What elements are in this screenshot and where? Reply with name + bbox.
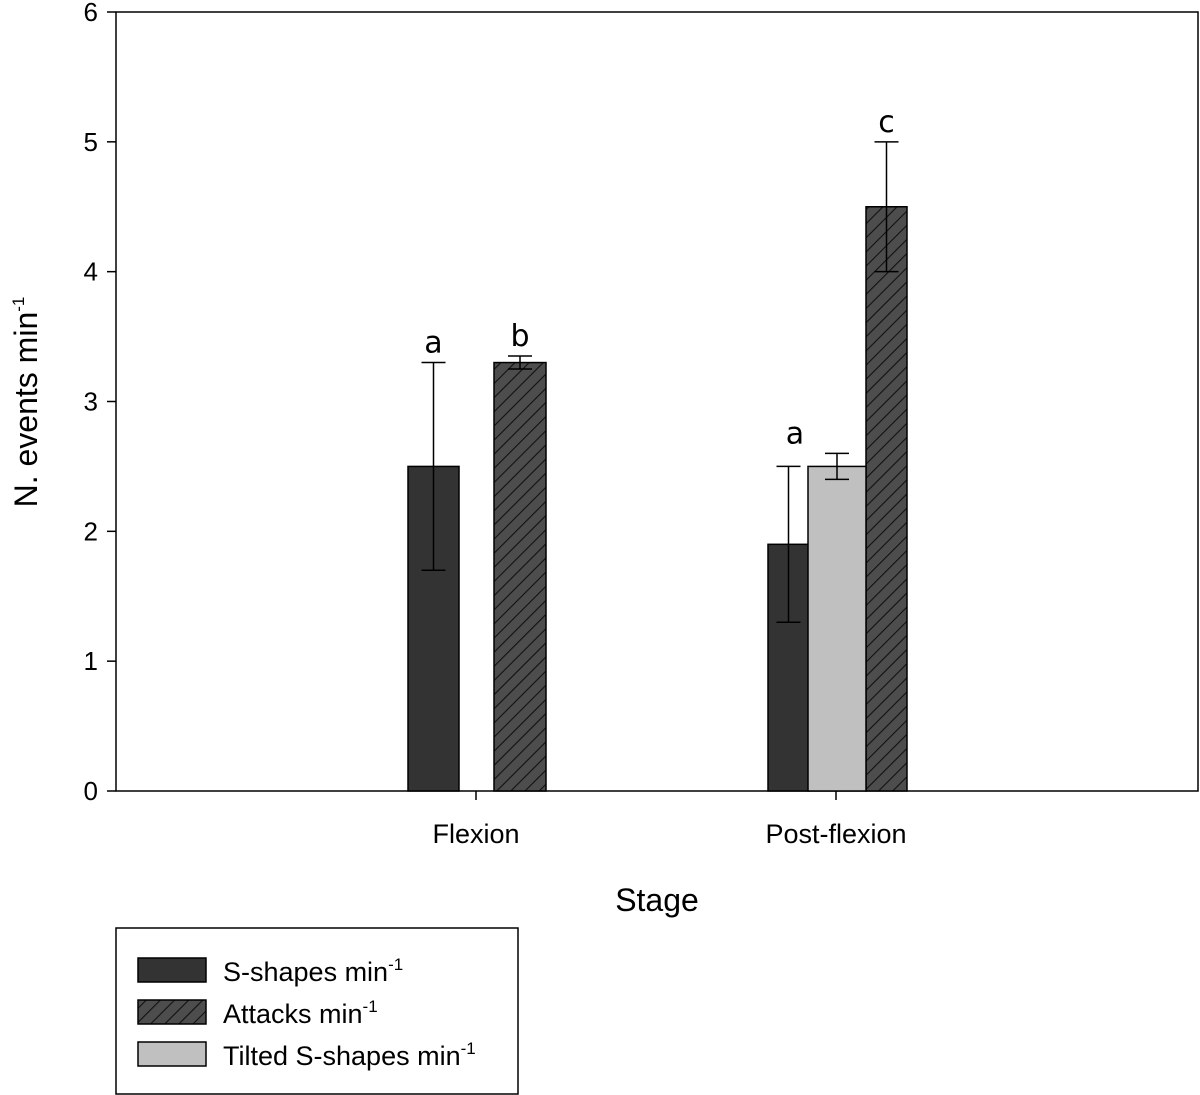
- chart-axes: 0 1 2 3 4 5 6 Flexion Post-flexion: [84, 0, 1199, 849]
- legend-swatch: [137, 999, 207, 1025]
- legend-label-text: Attacks min: [223, 999, 363, 1029]
- significance-label: a: [424, 326, 442, 361]
- legend-label-text: S-shapes min: [223, 957, 388, 987]
- legend-label: Tilted S-shapes min-1: [223, 1039, 476, 1071]
- bar: [493, 361, 547, 792]
- significance-label: c: [878, 105, 895, 140]
- legend-swatch: [137, 957, 207, 983]
- chart-error-bars: [421, 141, 899, 623]
- y-axis-title-text: N. events min: [8, 312, 44, 508]
- y-axis-title-superscript: -1: [9, 297, 28, 312]
- y-tick-label: 0: [84, 776, 98, 806]
- y-tick-label: 3: [84, 387, 98, 417]
- x-tick-label: Post-flexion: [765, 819, 906, 849]
- chart-significance-labels: a b c a: [424, 105, 894, 452]
- legend-label-superscript: -1: [461, 1039, 476, 1058]
- y-tick-label: 4: [84, 257, 98, 287]
- y-tick-label: 2: [84, 516, 98, 546]
- legend-label-superscript: -1: [363, 997, 378, 1016]
- y-tick-label: 1: [84, 646, 98, 676]
- legend-label-text: Tilted S-shapes min: [223, 1041, 461, 1071]
- legend-swatch: [137, 1041, 207, 1067]
- legend-label: Attacks min-1: [223, 997, 378, 1029]
- legend-label: S-shapes min-1: [223, 955, 403, 987]
- bar: [865, 206, 908, 792]
- significance-label: a: [786, 416, 804, 451]
- plot-frame: [115, 11, 1199, 792]
- bar: [807, 465, 867, 792]
- x-tick-label: Flexion: [432, 819, 519, 849]
- y-tick-label: 5: [84, 127, 98, 157]
- legend-label-superscript: -1: [388, 955, 403, 974]
- y-tick-label: 6: [84, 0, 98, 27]
- x-axis-title: Stage: [615, 882, 699, 918]
- chart-bars: [407, 206, 908, 792]
- significance-label: b: [510, 319, 529, 354]
- y-axis-title: N. events min-1: [8, 297, 44, 508]
